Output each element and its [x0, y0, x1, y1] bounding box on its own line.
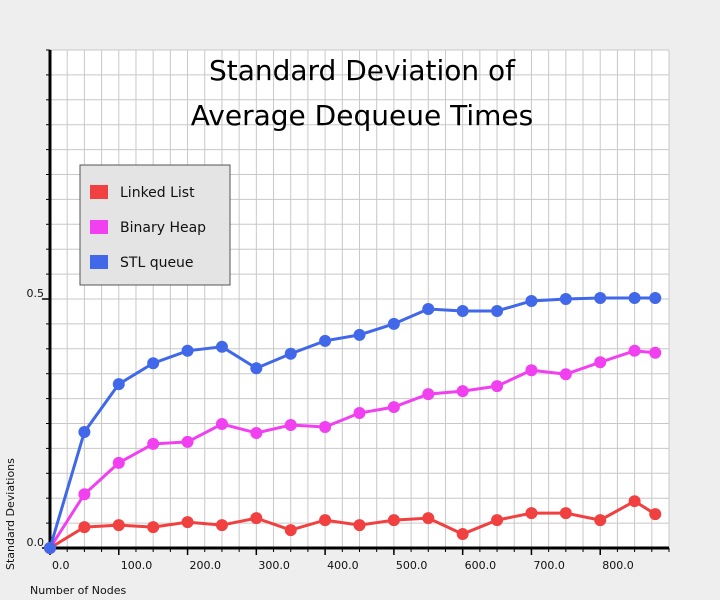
chart-title: Standard Deviation of — [209, 54, 516, 87]
data-point — [215, 417, 228, 430]
x-tick-label: 0.0 — [52, 559, 70, 572]
data-point — [649, 292, 662, 305]
data-point — [215, 340, 228, 353]
data-point — [147, 437, 160, 450]
data-point — [456, 385, 469, 398]
legend-label: STL queue — [120, 255, 194, 271]
data-point — [250, 362, 263, 375]
data-point — [456, 528, 469, 541]
data-point — [147, 521, 160, 534]
legend-swatch — [90, 255, 108, 269]
data-point — [491, 514, 504, 527]
data-point — [215, 519, 228, 532]
x-tick-label: 400.0 — [327, 559, 359, 572]
data-point — [628, 495, 641, 508]
x-tick-label: 700.0 — [533, 559, 565, 572]
x-tick-label: 500.0 — [396, 559, 428, 572]
data-point — [353, 407, 366, 420]
data-point — [422, 302, 435, 315]
data-point — [491, 304, 504, 317]
x-tick-label: 600.0 — [465, 559, 497, 572]
data-point — [387, 401, 400, 414]
data-point — [649, 508, 662, 521]
data-point — [422, 512, 435, 525]
data-point — [284, 418, 297, 431]
data-point — [559, 293, 572, 305]
data-point — [353, 328, 366, 341]
data-point — [422, 388, 435, 401]
legend-swatch — [90, 220, 108, 234]
data-point — [44, 542, 56, 554]
legend-label: Binary Heap — [120, 220, 206, 236]
x-axis-label: Number of Nodes — [30, 584, 126, 597]
y-axis-label: Standard Deviations — [4, 458, 17, 570]
data-point — [284, 347, 297, 360]
data-point — [628, 344, 641, 357]
data-point — [181, 435, 194, 448]
data-point — [78, 521, 91, 534]
data-point — [525, 507, 538, 520]
data-point — [78, 425, 91, 438]
y-tick-label: 0.0 — [27, 536, 45, 549]
data-point — [456, 304, 469, 317]
data-point — [628, 292, 641, 305]
data-point — [387, 514, 400, 527]
data-point — [112, 456, 125, 469]
legend-swatch — [90, 185, 108, 199]
data-point — [112, 378, 125, 391]
data-point — [250, 426, 263, 439]
data-point — [147, 357, 160, 370]
data-point — [319, 514, 332, 527]
y-tick-label: 0.5 — [27, 287, 45, 300]
data-point — [649, 346, 662, 359]
data-point — [181, 344, 194, 357]
data-point — [353, 519, 366, 532]
chart-title: Average Dequeue Times — [191, 99, 533, 132]
data-point — [525, 364, 538, 377]
data-point — [491, 380, 504, 393]
x-tick-label: 800.0 — [602, 559, 634, 572]
data-point — [181, 516, 194, 529]
data-point — [387, 317, 400, 330]
x-tick-label: 200.0 — [190, 559, 222, 572]
data-point — [594, 514, 607, 527]
data-point — [78, 488, 91, 501]
x-tick-label: 100.0 — [121, 559, 152, 572]
x-tick-label: 300.0 — [258, 559, 290, 572]
data-point — [112, 519, 125, 532]
data-point — [319, 420, 332, 433]
legend-label: Linked List — [120, 185, 195, 201]
data-point — [284, 524, 297, 537]
data-point — [594, 356, 607, 369]
data-point — [559, 368, 572, 381]
data-point — [319, 334, 332, 347]
data-point — [250, 512, 263, 525]
data-point — [559, 507, 572, 520]
data-point — [594, 292, 607, 305]
data-point — [525, 294, 538, 307]
